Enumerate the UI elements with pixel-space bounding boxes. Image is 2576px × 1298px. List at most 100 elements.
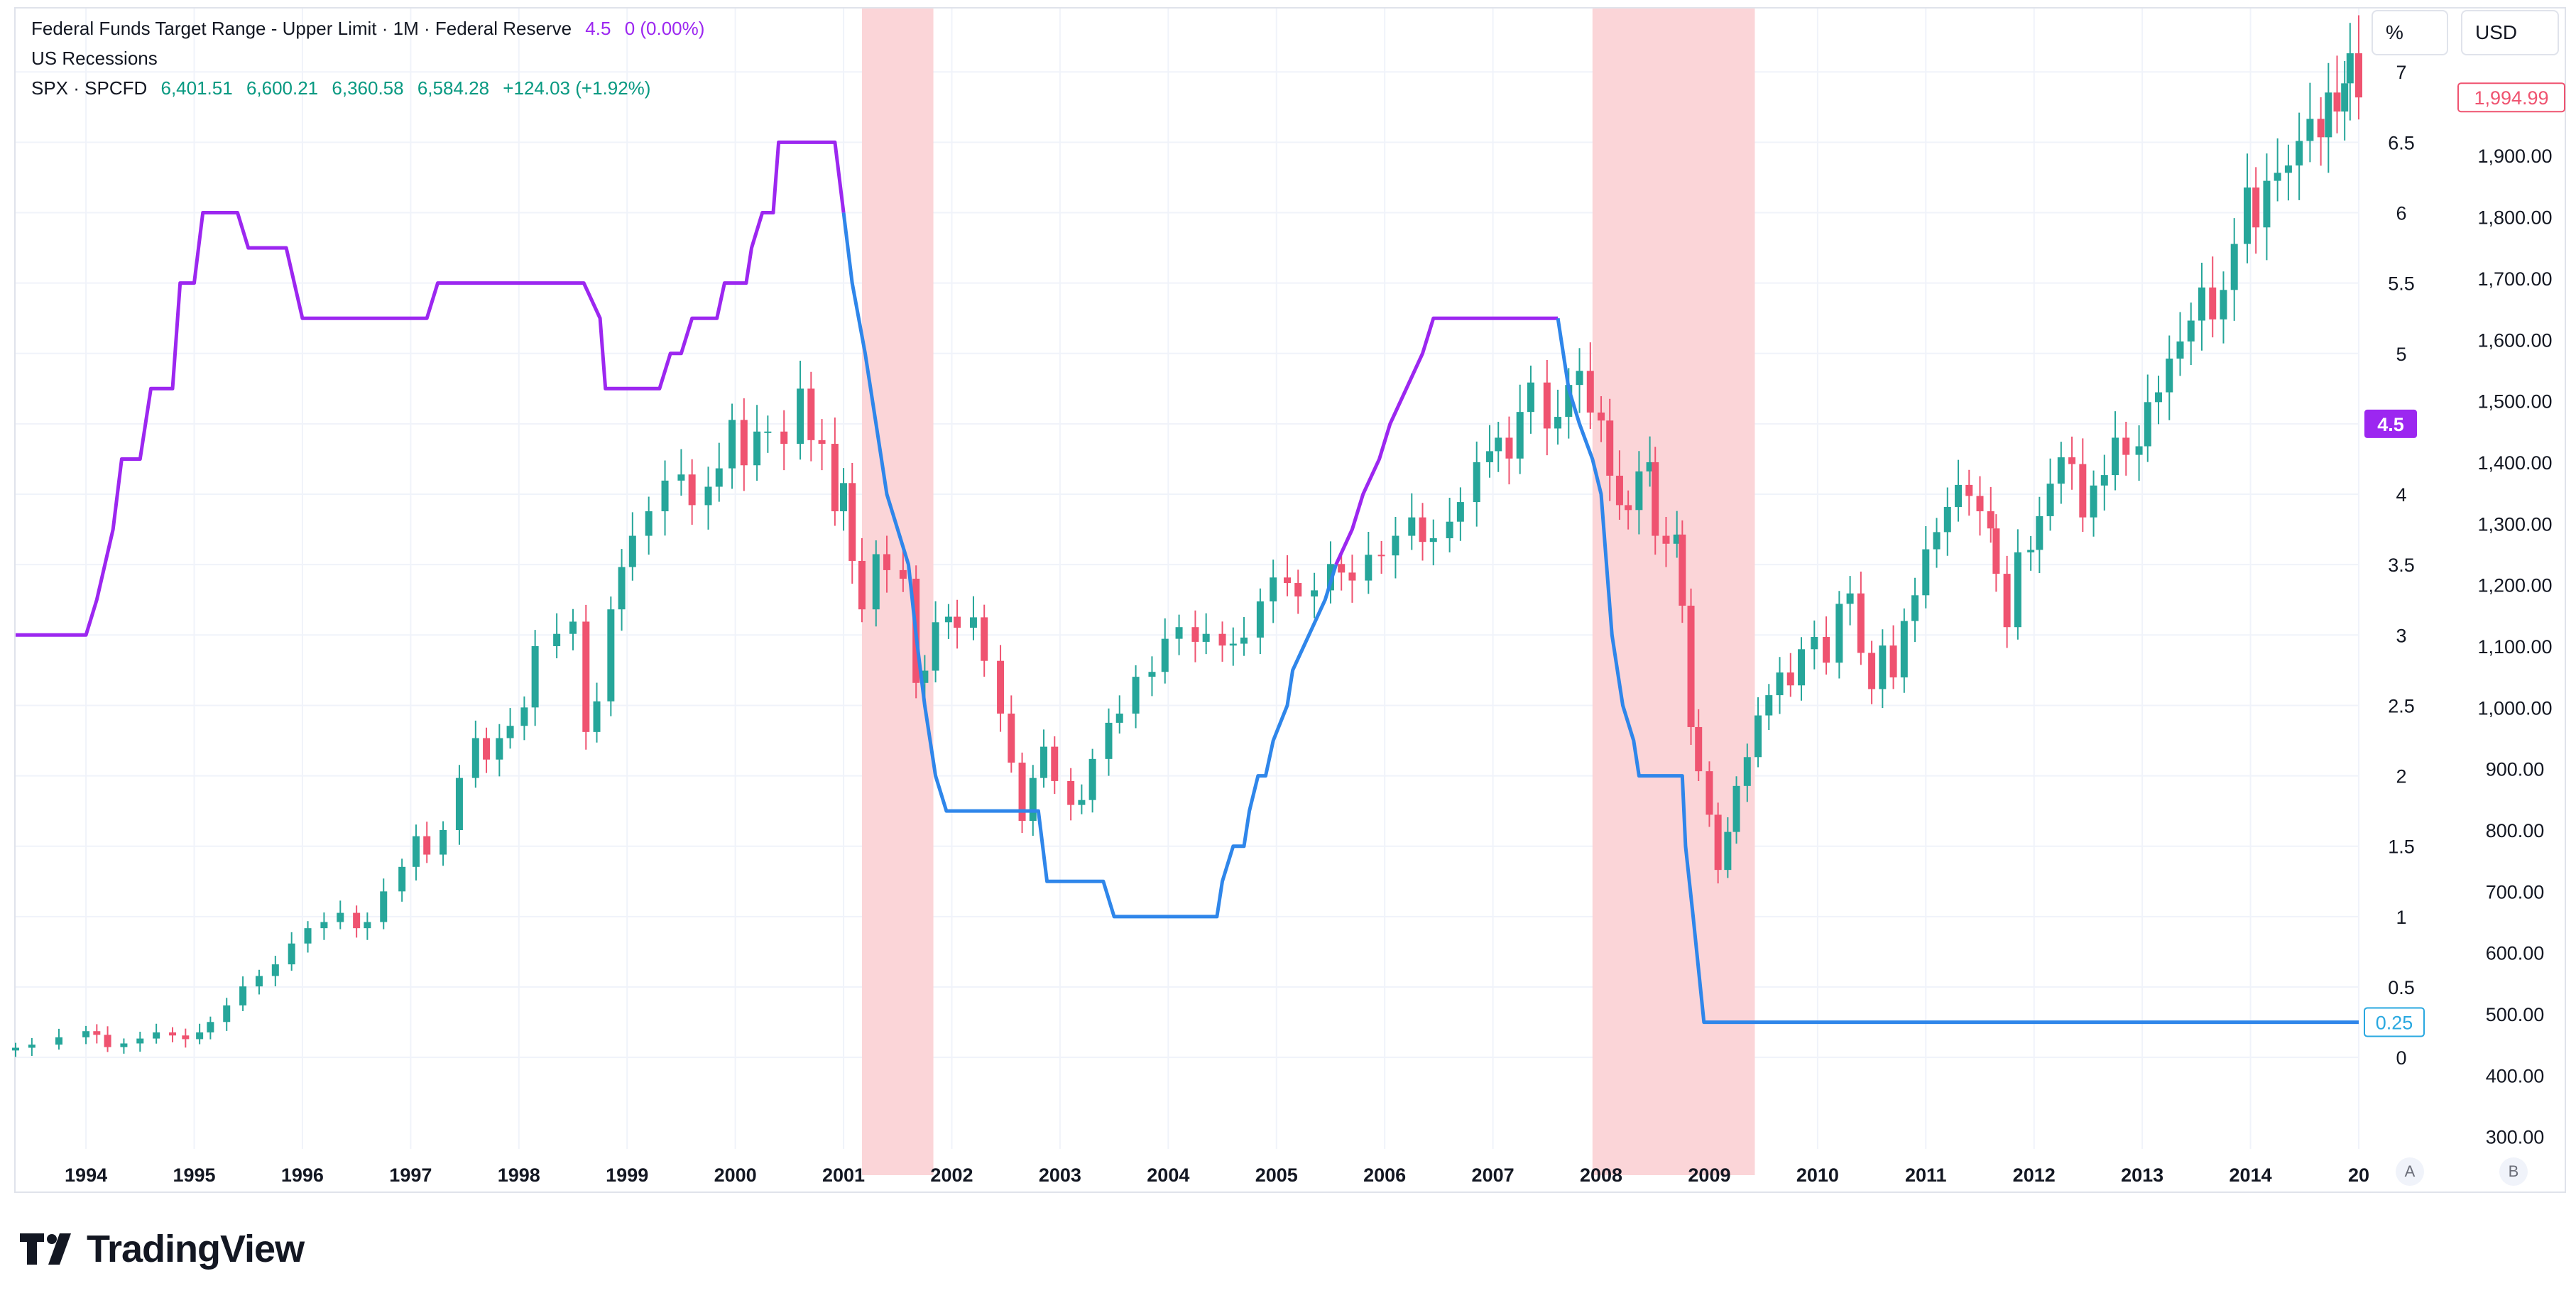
- spx-candle: [740, 420, 748, 466]
- spx-candle: [1175, 627, 1183, 639]
- spx-candle: [677, 474, 685, 481]
- spx-candle: [807, 388, 815, 440]
- spx-candle: [1365, 555, 1372, 581]
- spx-candle: [1543, 382, 1551, 429]
- spx-candle: [1256, 601, 1264, 638]
- left-axis-tick-label: 3.5: [2388, 555, 2415, 576]
- spx-candle: [2263, 180, 2271, 228]
- spx-candle: [520, 707, 528, 726]
- spx-candle: [182, 1035, 190, 1040]
- spx-candle: [304, 928, 312, 944]
- spx-candle: [797, 388, 804, 445]
- legend-spx-label: SPX · SPCFD: [31, 77, 148, 99]
- percent-scale-button[interactable]: %: [2372, 10, 2448, 55]
- legend-fed-value: 4.5: [585, 18, 611, 39]
- spx-candle: [553, 633, 561, 646]
- spx-candle: [2068, 457, 2076, 464]
- right-axis-tick-label: 500.00: [2486, 1004, 2545, 1025]
- legend-recessions[interactable]: US Recessions: [31, 44, 166, 72]
- legend-fed-funds[interactable]: Federal Funds Target Range - Upper Limit…: [31, 14, 713, 43]
- spx-candle: [1527, 382, 1534, 413]
- x-axis-tick-label: 1998: [498, 1165, 540, 1186]
- axes: 1994 1995 1996 1997 1998 1999 2000 2001 2002 2003…: [65, 23, 2565, 1186]
- spx-candle: [1857, 593, 1865, 653]
- spx-candle: [1270, 577, 1277, 601]
- right-axis-tick-label: 700.00: [2486, 881, 2545, 902]
- legend-spx-close: 6,584.28: [417, 77, 490, 99]
- auto-scale-a-button[interactable]: A: [2396, 1157, 2424, 1186]
- spx-candle: [506, 726, 514, 738]
- spx-candle: [1565, 385, 1573, 418]
- spx-candle: [239, 986, 247, 1005]
- spx-candle: [1615, 475, 1623, 506]
- spx-candle: [1724, 831, 1732, 871]
- spx-candle: [196, 1032, 204, 1040]
- spx-candle: [320, 922, 328, 929]
- x-axis-tick-label: 2006: [1363, 1165, 1406, 1186]
- spx-candle: [661, 480, 669, 512]
- spx-candle: [440, 830, 447, 855]
- spx-candle: [2252, 187, 2260, 228]
- spx-candle: [1635, 471, 1643, 511]
- price-chart[interactable]: 1994 1995 1996 1997 1998 1999 2000 2001 2002 2003…: [0, 0, 2576, 1207]
- fed-blue-value-label: 0.25: [2376, 1013, 2413, 1034]
- x-axis-tick-label: 2000: [714, 1165, 757, 1186]
- spx-candle: [1846, 593, 1854, 604]
- spx-candle: [932, 622, 939, 671]
- spx-candle: [28, 1045, 36, 1048]
- spx-candle: [1754, 715, 1762, 758]
- spx-candle: [288, 943, 295, 965]
- spx-candle: [1705, 771, 1713, 815]
- spx-candle: [840, 483, 848, 512]
- spx-candle: [981, 617, 988, 661]
- spx-candle: [423, 836, 431, 855]
- spx-candle: [1105, 722, 1113, 759]
- legend-fed-label: Federal Funds Target Range - Upper Limit…: [31, 18, 572, 39]
- x-axis-tick-label: 2012: [2013, 1165, 2056, 1186]
- spx-candle: [2341, 83, 2349, 112]
- spx-candle: [1598, 413, 1605, 421]
- spx-candle: [2166, 359, 2173, 393]
- left-axis-tick-label: 0.5: [2388, 977, 2415, 998]
- legend-spx-low: 6,360.58: [332, 77, 404, 99]
- spx-candle: [1495, 437, 1502, 452]
- spx-candle: [353, 912, 361, 929]
- spx-candle: [2230, 244, 2238, 290]
- spx-candle: [1132, 677, 1140, 714]
- tradingview-logo[interactable]: TradingView: [20, 1224, 305, 1274]
- currency-button[interactable]: USD: [2461, 10, 2559, 55]
- auto-scale-b-button[interactable]: B: [2499, 1157, 2528, 1186]
- spx-candle: [628, 535, 636, 567]
- legend-spx[interactable]: SPX · SPCFD 6,401.51 6,600.21 6,360.58 6…: [31, 74, 659, 102]
- x-axis-tick-label: 1997: [389, 1165, 432, 1186]
- spx-candle: [1040, 746, 1048, 778]
- spx-candle: [483, 738, 491, 760]
- x-axis-tick-label: 2001: [822, 1165, 865, 1186]
- fed-funds-line: [16, 140, 2359, 1025]
- spx-candle: [2325, 92, 2332, 138]
- spx-candle: [1955, 484, 1963, 507]
- x-axis-tick-label: 2004: [1147, 1165, 1189, 1186]
- spx-candle: [1446, 521, 1453, 539]
- spx-candle: [1776, 672, 1784, 696]
- spx-candle: [872, 554, 880, 610]
- right-axis-tick-label: 800.00: [2486, 820, 2545, 841]
- spx-candle: [93, 1031, 101, 1035]
- spx-candle: [2046, 484, 2054, 516]
- spx-candle: [997, 660, 1005, 714]
- spx-candle: [2144, 402, 2151, 447]
- right-axis-tick-label: 1,800.00: [2477, 207, 2552, 229]
- legend-spx-high: 6,600.21: [246, 77, 319, 99]
- spx-candle: [1695, 726, 1703, 772]
- spx-candle: [582, 621, 590, 732]
- spx-candle: [2346, 53, 2354, 84]
- right-axis-tick-label: 1,600.00: [2477, 329, 2552, 351]
- spx-candle: [2100, 475, 2108, 486]
- spx-candle: [2112, 437, 2119, 476]
- spx-candle: [715, 468, 723, 487]
- spx-candle: [607, 609, 615, 702]
- spx-candle: [1429, 538, 1437, 542]
- x-axis-tick-label: 1995: [173, 1165, 215, 1186]
- spx-candle: [1338, 564, 1346, 573]
- spx-candle: [1679, 534, 1686, 606]
